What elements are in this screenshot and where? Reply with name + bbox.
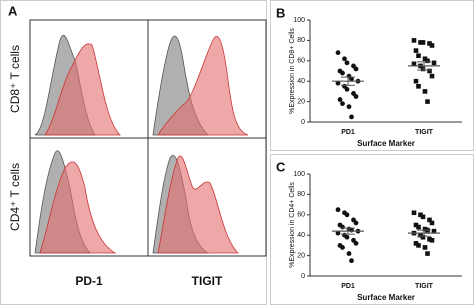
y-tick-label: 100 bbox=[293, 17, 305, 24]
y-axis-label: %Expression in CD8+ Cells bbox=[289, 28, 296, 114]
point bbox=[340, 101, 345, 107]
point bbox=[335, 50, 341, 56]
y-tick-label: 20 bbox=[297, 98, 305, 105]
point bbox=[344, 60, 350, 66]
point bbox=[429, 220, 435, 226]
point bbox=[413, 48, 419, 53]
y-tick-label: 0 bbox=[301, 119, 305, 126]
x-axis-label: Surface Marker bbox=[357, 293, 415, 302]
point bbox=[418, 40, 423, 45]
panel-label: C bbox=[276, 159, 286, 174]
point bbox=[353, 94, 359, 99]
point bbox=[340, 224, 345, 230]
y-tick-label: 100 bbox=[293, 171, 305, 178]
point bbox=[349, 114, 354, 120]
point bbox=[344, 234, 350, 240]
histogram bbox=[152, 35, 249, 136]
point bbox=[425, 99, 430, 104]
panel-a-frame bbox=[0, 0, 267, 305]
y-axis-label: %Expression in CD4+ Cells bbox=[289, 182, 296, 268]
point bbox=[346, 251, 352, 256]
point bbox=[431, 228, 437, 234]
point bbox=[335, 80, 341, 86]
y-tick-label: 60 bbox=[297, 212, 305, 219]
x-tick-label: TIGIT bbox=[415, 129, 434, 136]
point bbox=[342, 56, 347, 62]
y-tick-label: 80 bbox=[297, 37, 305, 44]
point bbox=[344, 86, 350, 92]
point bbox=[353, 220, 359, 226]
y-tick-label: 40 bbox=[297, 232, 305, 239]
point bbox=[349, 76, 354, 82]
x-tick-label: PD1 bbox=[341, 283, 355, 290]
point bbox=[413, 78, 419, 84]
y-tick-label: 60 bbox=[297, 58, 305, 65]
histogram bbox=[34, 34, 121, 136]
point bbox=[427, 41, 432, 46]
point bbox=[418, 232, 423, 238]
point bbox=[429, 238, 435, 243]
row-label: CD8⁺ T cells bbox=[8, 45, 22, 113]
point bbox=[422, 245, 428, 250]
panel-label: A bbox=[8, 3, 18, 18]
point bbox=[429, 43, 435, 48]
point bbox=[413, 241, 419, 246]
point bbox=[422, 56, 428, 62]
point bbox=[416, 243, 421, 248]
point bbox=[353, 66, 359, 72]
point bbox=[431, 60, 437, 66]
column-label: TIGIT bbox=[192, 274, 223, 288]
x-tick-label: TIGIT bbox=[415, 283, 434, 290]
point bbox=[346, 104, 352, 110]
point bbox=[420, 214, 426, 220]
row-label: CD4⁺ T cells bbox=[8, 163, 22, 231]
point bbox=[344, 212, 350, 218]
point bbox=[340, 245, 345, 250]
panel-label: B bbox=[276, 5, 285, 20]
point bbox=[427, 236, 432, 242]
point bbox=[427, 217, 432, 223]
point bbox=[416, 84, 421, 89]
point bbox=[422, 226, 428, 232]
y-tick-label: 40 bbox=[297, 78, 305, 85]
point bbox=[427, 68, 432, 74]
point bbox=[337, 97, 343, 102]
point bbox=[411, 210, 417, 216]
point bbox=[413, 222, 419, 228]
point bbox=[429, 73, 435, 79]
point bbox=[425, 58, 430, 64]
point bbox=[416, 53, 421, 58]
histogram bbox=[34, 150, 117, 254]
point bbox=[420, 234, 426, 240]
point bbox=[422, 89, 428, 94]
point bbox=[335, 207, 341, 213]
histogram bbox=[152, 155, 239, 254]
point bbox=[420, 40, 426, 45]
x-tick-label: PD1 bbox=[341, 129, 355, 136]
point bbox=[340, 70, 345, 76]
point bbox=[420, 66, 426, 72]
point bbox=[425, 251, 430, 256]
histogram-grid bbox=[29, 19, 267, 257]
point bbox=[411, 38, 417, 43]
point bbox=[418, 212, 423, 218]
y-tick-label: 20 bbox=[297, 252, 305, 259]
y-tick-label: 0 bbox=[301, 273, 305, 280]
point bbox=[411, 61, 417, 67]
point bbox=[416, 224, 421, 230]
point bbox=[349, 258, 354, 264]
point bbox=[335, 230, 341, 236]
x-axis-label: Surface Marker bbox=[357, 139, 415, 148]
column-label: PD-1 bbox=[75, 274, 103, 288]
y-tick-label: 80 bbox=[297, 191, 305, 198]
point bbox=[353, 240, 359, 246]
